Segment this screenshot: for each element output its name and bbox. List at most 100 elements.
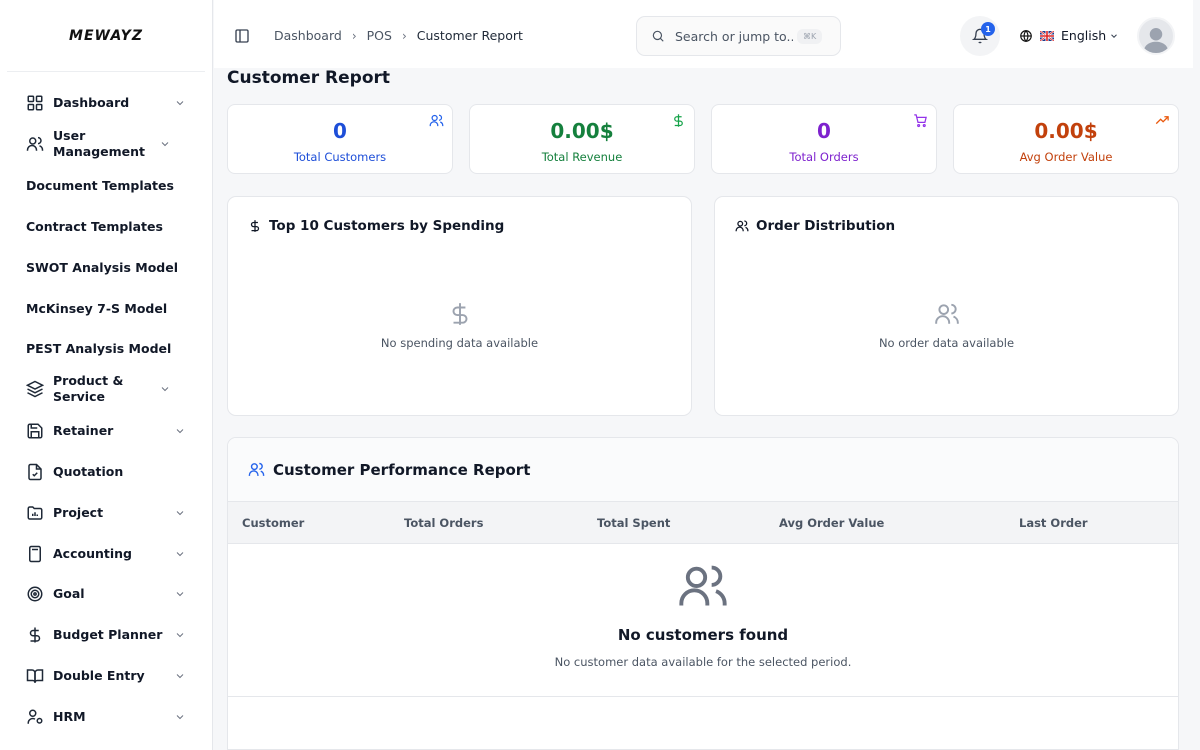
- sidebar-item-goal[interactable]: Goal: [0, 585, 212, 603]
- report-header: Customer Performance Report: [228, 438, 1178, 502]
- sidebar-toggle-icon[interactable]: [234, 28, 250, 44]
- sidebar-item-label: Retainer: [53, 423, 114, 438]
- chevron-down-icon: [176, 633, 184, 638]
- chevron-down-icon: [176, 511, 184, 516]
- stat-card-total-orders: 0 Total Orders: [711, 104, 937, 174]
- grid-icon: [27, 95, 43, 111]
- search-input[interactable]: [675, 28, 793, 44]
- brand-logo[interactable]: MEWAYZ: [7, 0, 205, 72]
- sidebar-item-document-templates[interactable]: Document Templates: [0, 178, 212, 194]
- sidebar-item-label: SWOT Analysis Model: [26, 260, 178, 275]
- sidebar-item-label: Dashboard: [53, 95, 130, 110]
- users-icon: [735, 220, 749, 232]
- layers-icon: [26, 380, 44, 398]
- table-empty-state: No customers found No customer data avai…: [228, 544, 1178, 697]
- sidebar-item-accounting[interactable]: Accounting: [0, 545, 212, 563]
- user-cog-icon: [27, 709, 43, 724]
- users-icon: [248, 462, 265, 476]
- users-icon: [429, 114, 444, 127]
- sidebar-item-label: Contract Templates: [26, 219, 163, 234]
- stat-card-total-customers: 0 Total Customers: [227, 104, 453, 174]
- notification-badge: 1: [981, 22, 995, 36]
- users-icon: [26, 136, 44, 151]
- book-icon: [26, 669, 44, 683]
- user-avatar-icon: [1143, 28, 1169, 53]
- sidebar-item-label: Product & Service: [53, 373, 124, 404]
- cart-icon: [914, 114, 927, 128]
- chevron-down-icon: [176, 101, 184, 106]
- chevron-down-icon: [176, 429, 184, 434]
- language-label: English: [1061, 28, 1107, 43]
- search-shortcut: ⌘K: [797, 28, 823, 44]
- column-header-customer[interactable]: Customer: [242, 516, 305, 530]
- column-header-last-order[interactable]: Last Order: [1019, 516, 1088, 530]
- panel-title-text: Top 10 Customers by Spending: [269, 218, 505, 234]
- top-customers-panel: Top 10 Customers by Spending No spending…: [227, 196, 692, 416]
- sidebar-item-quotation[interactable]: Quotation: [0, 463, 212, 481]
- sidebar-item-user-management[interactable]: User Management: [0, 128, 212, 160]
- notifications-button[interactable]: [960, 16, 1000, 56]
- sidebar-item-contract-templates[interactable]: Contract Templates: [0, 219, 212, 235]
- sidebar-item-label: PEST Analysis Model: [26, 341, 172, 356]
- sidebar-item-hrm[interactable]: HRM: [0, 708, 212, 726]
- page-scrollbar[interactable]: [1193, 0, 1200, 750]
- search-box[interactable]: ⌘K: [636, 16, 841, 56]
- column-header-total-orders[interactable]: Total Orders: [404, 516, 484, 530]
- stat-value: 0.00$: [550, 119, 614, 143]
- column-header-avg-order-value[interactable]: Avg Order Value: [779, 516, 885, 530]
- breadcrumb-current: Customer Report: [416, 28, 523, 43]
- file-check-icon: [28, 463, 42, 481]
- chevron-down-icon: [176, 592, 184, 597]
- users-icon: [934, 303, 959, 324]
- page-title: Customer Report: [227, 68, 391, 88]
- stat-value: 0: [333, 119, 347, 143]
- column-header-total-spent[interactable]: Total Spent: [597, 516, 671, 530]
- chevron-down-icon: [161, 387, 169, 392]
- empty-state-title: No customers found: [617, 626, 789, 644]
- language-selector[interactable]: English: [1019, 28, 1119, 43]
- target-icon: [27, 586, 43, 602]
- bell-icon: [972, 28, 988, 44]
- sidebar-item-retainer[interactable]: Retainer: [0, 422, 212, 440]
- stat-card-avg-order-value: 0.00$ Avg Order Value: [953, 104, 1179, 174]
- sidebar-item-dashboard[interactable]: Dashboard: [0, 94, 212, 112]
- search-icon: [652, 30, 664, 42]
- sidebar-item-budget-planner[interactable]: Budget Planner: [0, 626, 212, 644]
- globe-icon: [1020, 29, 1032, 42]
- sidebar-item-pest[interactable]: PEST Analysis Model: [0, 341, 212, 357]
- sidebar-item-swot[interactable]: SWOT Analysis Model: [0, 260, 212, 276]
- empty-state-text: No spending data available: [380, 336, 539, 350]
- sidebar-item-mckinsey[interactable]: McKinsey 7-S Model: [0, 301, 212, 317]
- breadcrumb-pos[interactable]: POS: [366, 28, 392, 43]
- breadcrumb-dashboard[interactable]: Dashboard: [274, 28, 342, 43]
- report-title: Customer Performance Report: [273, 460, 531, 479]
- calculator-icon: [29, 545, 41, 563]
- top-header: Dashboard › POS › Customer Report ⌘K 1 E…: [214, 0, 1193, 68]
- sidebar-item-double-entry[interactable]: Double Entry: [0, 667, 212, 685]
- chevron-down-icon: [176, 715, 184, 720]
- avatar[interactable]: [1137, 17, 1175, 55]
- sidebar: MEWAYZ Dashboard User Management Documen…: [0, 0, 213, 750]
- sidebar-item-label: Quotation: [53, 464, 124, 479]
- folder-chart-icon: [27, 506, 43, 520]
- stat-value: 0: [817, 119, 831, 143]
- sidebar-item-label: Project: [53, 505, 104, 520]
- trending-up-icon: [1155, 116, 1169, 125]
- chevron-down-icon: [1111, 33, 1118, 38]
- dollar-icon: [452, 303, 467, 325]
- stat-label: Total Customers: [293, 150, 387, 164]
- dollar-icon: [250, 220, 260, 232]
- sidebar-item-label: Goal: [53, 586, 85, 601]
- sidebar-item-project[interactable]: Project: [0, 504, 212, 522]
- panel-title: Top 10 Customers by Spending: [248, 218, 504, 234]
- panel-title: Order Distribution: [735, 218, 895, 234]
- sidebar-item-product-service[interactable]: Product & Service: [0, 373, 212, 405]
- sidebar-item-label: HRM: [53, 709, 86, 724]
- chevron-right-icon: ›: [351, 28, 357, 43]
- panel-title-text: Order Distribution: [756, 218, 896, 234]
- uk-flag-icon: [1040, 30, 1054, 41]
- sidebar-item-label: McKinsey 7-S Model: [26, 301, 168, 316]
- logo-text: MEWAYZ: [69, 27, 143, 44]
- order-distribution-panel: Order Distribution No order data availab…: [714, 196, 1179, 416]
- sidebar-item-label: User Management: [53, 128, 146, 159]
